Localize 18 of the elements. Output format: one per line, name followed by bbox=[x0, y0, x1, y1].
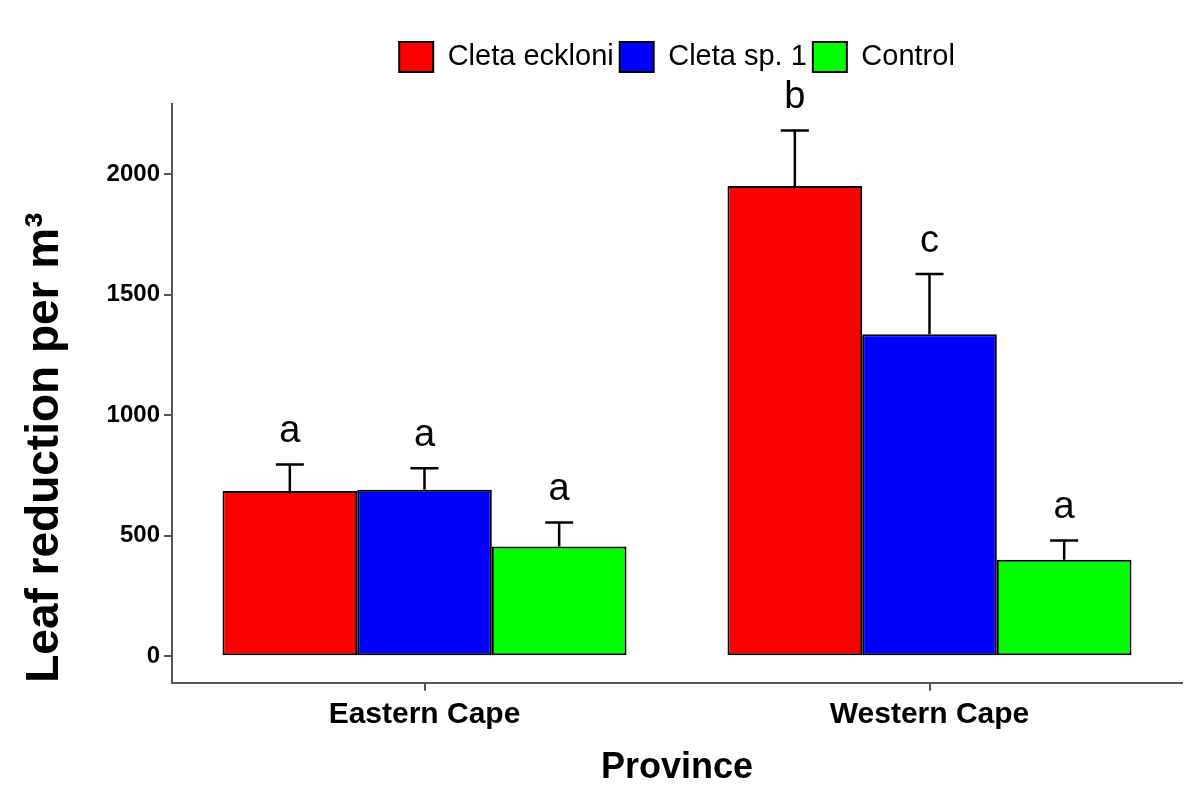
data-label: b bbox=[784, 74, 806, 117]
legend-label: Cleta eckloni bbox=[447, 39, 614, 71]
data-label: c bbox=[920, 217, 939, 260]
legend-label: Control bbox=[861, 39, 955, 71]
y-axis-title: Leaf reduction per m³ bbox=[16, 212, 69, 683]
x-tick-label: Western Cape bbox=[829, 696, 1030, 730]
data-label: a bbox=[1053, 484, 1076, 526]
x-tick-label: Eastern Cape bbox=[328, 696, 521, 730]
data-label: a bbox=[413, 411, 436, 454]
data-label: a bbox=[279, 408, 302, 451]
data-label: a bbox=[548, 465, 571, 508]
y-tick-label: 2000 bbox=[106, 158, 160, 186]
y-tick-label: 1000 bbox=[106, 399, 160, 427]
y-tick-label: 0 bbox=[146, 640, 160, 668]
y-tick-label: 1500 bbox=[106, 279, 160, 307]
x-axis-title: Province bbox=[600, 745, 754, 787]
legend-label: Cleta sp. 1 bbox=[668, 39, 807, 71]
y-tick-label: 500 bbox=[119, 520, 160, 548]
